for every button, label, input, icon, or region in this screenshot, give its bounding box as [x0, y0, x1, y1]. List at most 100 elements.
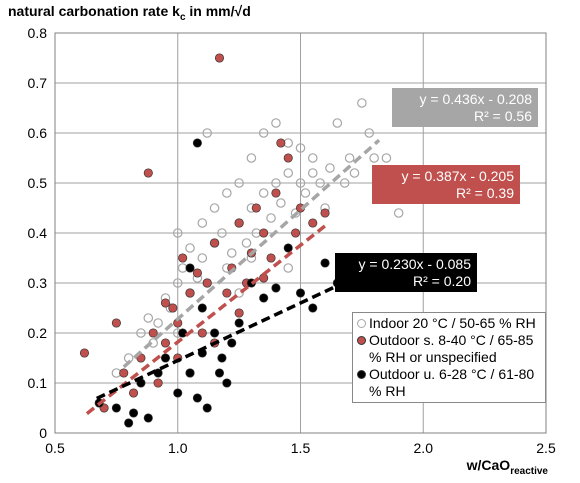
trend-equation: y = 0.436x - 0.208 [420, 91, 533, 107]
legend-marker [357, 370, 366, 379]
equation-box [392, 88, 538, 127]
y-tick-label: 0.5 [28, 175, 48, 191]
data-point [192, 393, 202, 403]
data-point [266, 213, 276, 223]
trend-equation: y = 0.230x - 0.085 [359, 256, 472, 272]
data-point [210, 238, 220, 248]
legend-label: Indoor 20 °C / 50-65 % RH [369, 315, 536, 331]
x-label-text: w/CaO [466, 457, 511, 473]
title-text: natural carbonation rate k [8, 3, 180, 19]
data-point [251, 203, 261, 213]
x-tick-label: 2.0 [414, 440, 434, 456]
data-point [393, 208, 404, 218]
y-tick-label: 0.3 [28, 275, 48, 291]
data-point [185, 263, 195, 273]
data-point [234, 218, 244, 228]
data-point [160, 338, 171, 348]
legend: Indoor 20 °C / 50-65 % RH Outdoor s. 8-40… [352, 312, 546, 403]
chart-title: natural carbonation rate kc in mm/√d [8, 3, 251, 23]
data-point [234, 178, 244, 188]
data-point [192, 138, 202, 148]
data-point [241, 238, 252, 248]
data-point [271, 283, 281, 293]
data-point [160, 353, 171, 363]
x-label-subscript: reactive [510, 466, 548, 477]
data-point [339, 178, 350, 188]
data-point [217, 228, 227, 238]
y-tick-label: 0.6 [28, 125, 48, 141]
data-point [148, 328, 158, 338]
equation-box [335, 253, 477, 292]
data-point [119, 368, 129, 378]
y-tick-label: 0 [39, 425, 47, 441]
data-point [178, 328, 188, 338]
data-point [259, 293, 269, 303]
legend-marker [357, 319, 366, 328]
x-tick-label: 1.5 [291, 440, 311, 456]
data-point [344, 153, 355, 163]
data-point [172, 228, 183, 238]
data-point [153, 318, 163, 328]
data-point [325, 163, 335, 173]
data-point [185, 368, 195, 378]
data-point [315, 178, 325, 188]
data-point [320, 258, 330, 268]
data-point [185, 243, 195, 253]
data-point [160, 298, 171, 308]
data-point [283, 243, 293, 253]
plot-border [54, 32, 547, 434]
data-point [283, 168, 294, 178]
data-point [153, 378, 163, 388]
data-point [172, 278, 183, 288]
data-point [202, 278, 212, 288]
data-point [202, 128, 213, 138]
title-text: in mm/√d [186, 3, 251, 19]
legend-item: Outdoor u. 6-28 °C / 61-80 % RH [355, 366, 543, 400]
data-point [111, 318, 121, 328]
data-point [197, 218, 208, 228]
data-point [271, 178, 281, 188]
data-point [197, 328, 207, 338]
data-point [320, 208, 330, 218]
data-point [202, 403, 212, 413]
data-point [209, 203, 220, 213]
trend-r2: R² = 0.20 [413, 273, 471, 289]
data-point [295, 288, 306, 298]
data-point [369, 153, 379, 163]
data-point [168, 303, 178, 313]
trendline [95, 281, 343, 401]
legend-item: Indoor 20 °C / 50-65 % RH [355, 315, 543, 332]
data-point [295, 143, 306, 153]
data-point [197, 253, 208, 263]
data-point [234, 308, 244, 318]
data-point [143, 313, 154, 323]
data-point [234, 288, 244, 298]
data-point [129, 388, 139, 398]
data-point [226, 248, 237, 258]
data-point [214, 368, 225, 378]
data-point [283, 153, 293, 163]
equation-box [372, 165, 520, 204]
y-tick-label: 0.1 [28, 375, 48, 391]
data-point [210, 328, 220, 338]
data-point [308, 303, 318, 313]
data-point [271, 118, 281, 128]
data-point [258, 188, 269, 198]
data-point [222, 378, 232, 388]
x-tick-label: 0.5 [45, 440, 65, 456]
data-point [111, 403, 121, 413]
data-point [143, 413, 153, 423]
data-point [129, 408, 139, 418]
data-point [266, 253, 276, 263]
data-point [332, 118, 343, 128]
y-tick-label: 0.7 [28, 75, 48, 91]
x-tick-label: 1.0 [168, 440, 188, 456]
data-point [197, 303, 207, 313]
data-point [227, 338, 237, 348]
legend-label: Outdoor u. 6-28 °C / 61-80 % RH [369, 366, 535, 399]
data-point [307, 168, 318, 178]
trend-r2: R² = 0.56 [474, 108, 532, 124]
legend-label: Outdoor s. 8-40 °C / 65-85 % RH or unspe… [369, 332, 534, 365]
